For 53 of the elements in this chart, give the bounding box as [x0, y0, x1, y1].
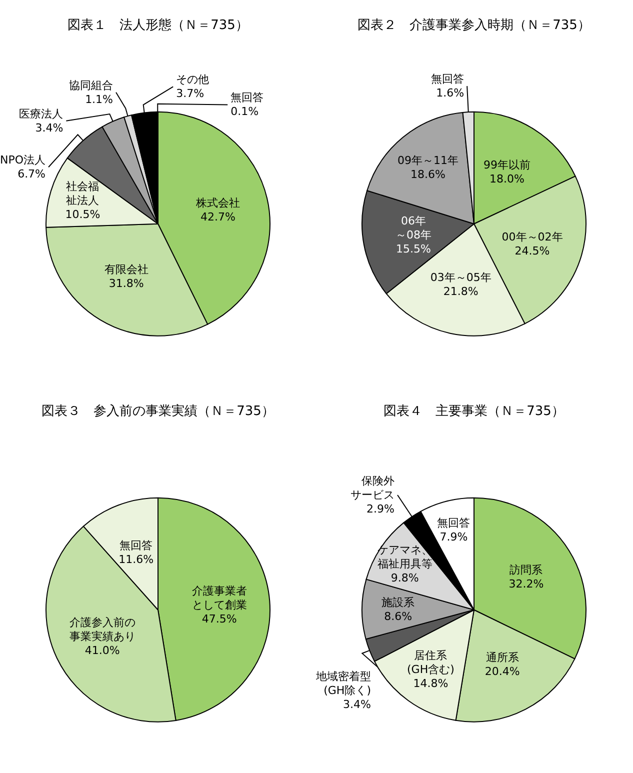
slice-label: NPO法人: [0, 154, 46, 167]
data-label: 21.8%: [443, 285, 478, 298]
slice-label: 保険外サービス: [350, 474, 395, 502]
slice-label: 無回答: [431, 72, 464, 86]
slice-label: 介護事業者として創業: [192, 584, 247, 612]
data-label: 10.5%: [65, 208, 100, 222]
slice-label: 無回答: [230, 91, 264, 104]
slice-label: 介護参入前の事業実績あり: [69, 616, 136, 643]
data-label: 3.4%: [343, 698, 371, 711]
chart-title: 図表１ 法人形態（Ｎ＝735）: [68, 18, 248, 33]
slice-label: 無回答: [120, 538, 153, 552]
data-label: 9.8%: [390, 572, 419, 585]
slice-label: 株式会社: [194, 196, 240, 210]
data-label: 47.5%: [202, 612, 237, 626]
data-label: 2.9%: [366, 502, 395, 516]
data-label: 8.6%: [384, 610, 412, 623]
data-label: 31.8%: [108, 277, 144, 290]
slice-label: 99年以前: [484, 158, 531, 172]
data-label: 20.4%: [484, 665, 520, 678]
slice-label: その他: [176, 73, 210, 86]
slice-label: 03年～05年: [430, 271, 492, 284]
data-label: 1.6%: [436, 86, 464, 100]
chart-title: 図表４ 主要事業（Ｎ＝735）: [384, 403, 564, 419]
data-label: 3.7%: [176, 87, 204, 100]
slice-label: 有限会社: [104, 263, 148, 276]
data-label: 15.5%: [396, 242, 431, 256]
chart-title: 図表２ 介護事業参入時期（Ｎ＝735）: [358, 18, 590, 33]
data-label: 24.5%: [514, 244, 550, 258]
data-label: 14.8%: [413, 676, 448, 690]
data-label: 18.0%: [490, 172, 524, 186]
slice-label: 訪問系: [510, 564, 543, 577]
data-label: 0.1%: [230, 105, 259, 118]
data-label: 11.6%: [118, 552, 154, 566]
data-label: 42.7%: [200, 210, 236, 224]
slice-label: 医療法人: [19, 107, 64, 120]
slice-label: 居住系(GH含む): [407, 648, 454, 676]
slice-label: 00年～02年: [502, 230, 563, 244]
data-label: 18.6%: [410, 168, 446, 182]
legend-label: 地域密着型(GH除く): [315, 670, 371, 697]
chart-title: 図表３ 参入前の事業実績（Ｎ＝735）: [42, 403, 274, 419]
slice-label: 施設系: [382, 596, 415, 609]
slice-label: 社会福祉法人: [66, 180, 100, 208]
data-label: 3.4%: [35, 121, 64, 134]
slice-label: 通所系: [486, 651, 519, 664]
data-label: 41.0%: [84, 644, 120, 657]
slice-label: 無回答: [437, 516, 470, 530]
data-label: 1.1%: [85, 92, 114, 106]
slice-label: 09年～11年: [397, 154, 458, 168]
slice-label: 06年～08年: [395, 214, 432, 242]
data-label: 7.9%: [440, 530, 468, 544]
data-label: 6.7%: [18, 168, 46, 181]
data-label: 32.2%: [508, 578, 544, 591]
slice-label: 協同組合: [69, 78, 114, 92]
